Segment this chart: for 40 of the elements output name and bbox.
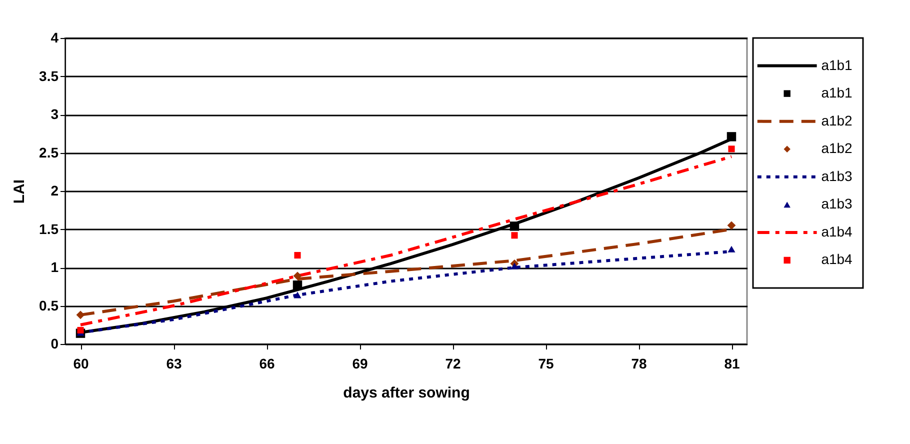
- y-tick-label: 1.5: [39, 220, 59, 237]
- point: [728, 146, 735, 152]
- point: [728, 246, 736, 252]
- point: [510, 262, 518, 270]
- x-tick-label: 72: [445, 356, 461, 372]
- x-tick-label: 69: [352, 356, 368, 372]
- x-tick-label: 60: [73, 356, 89, 372]
- y-tick-label: 4: [50, 30, 59, 46]
- y-tick-label: 3: [50, 106, 59, 122]
- point: [727, 221, 736, 230]
- x-tick-label: 63: [166, 356, 182, 372]
- y-tick-label: 2.5: [39, 144, 59, 160]
- point: [77, 326, 84, 334]
- y-tick-label: 0.5: [39, 297, 59, 314]
- legend-label: a1b2: [821, 112, 853, 128]
- point: [293, 272, 302, 280]
- x-tick-label: 81: [724, 356, 740, 372]
- legend-label: a1b4: [821, 223, 853, 240]
- y-tick-label: 2: [50, 182, 59, 198]
- point: [294, 292, 302, 298]
- legend-label: a1b3: [821, 196, 853, 212]
- y-tick-label: 0: [50, 336, 59, 352]
- x-tick-label: 75: [538, 356, 554, 372]
- point: [76, 310, 85, 320]
- point: [511, 232, 518, 239]
- legend-label: a1b3: [821, 168, 853, 184]
- legend-label: a1b1: [821, 84, 853, 101]
- x-axis-title: days after sowing: [343, 384, 470, 402]
- legend-label: a1b4: [821, 251, 853, 268]
- point: [726, 132, 736, 142]
- point: [292, 280, 302, 290]
- y-tick-label: 1: [50, 259, 59, 275]
- x-tick-label: 66: [259, 356, 275, 372]
- legend-label: a1b1: [821, 56, 853, 73]
- x-tick-label: 78: [631, 356, 647, 372]
- y-axis-title: LAI: [11, 179, 28, 204]
- y-tick-label: 3.5: [39, 68, 59, 84]
- point: [510, 222, 520, 231]
- legend-label: a1b2: [821, 140, 853, 156]
- point: [294, 252, 301, 259]
